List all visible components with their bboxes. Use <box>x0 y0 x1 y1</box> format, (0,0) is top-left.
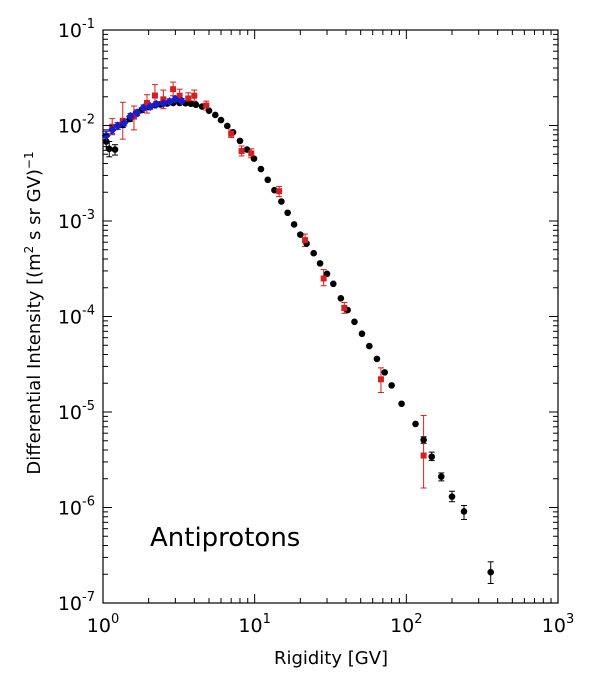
data-point-black <box>310 249 317 257</box>
y-tick-label: 10-5 <box>58 399 95 424</box>
data-point-black <box>448 493 456 500</box>
axis-ticks-layer <box>102 30 558 604</box>
data-point-black <box>250 155 258 162</box>
data-point-black <box>337 295 345 302</box>
data-point-black <box>412 420 419 428</box>
data-point-blue <box>139 103 149 113</box>
data-point-black <box>487 568 495 576</box>
data-point-black <box>398 400 405 408</box>
data-point-blue <box>177 96 187 106</box>
data-point-red <box>185 95 192 102</box>
y-axis-label-part2: s sr GV) <box>24 169 45 246</box>
data-point-black <box>330 280 337 288</box>
data-point-blue <box>107 125 117 135</box>
data-point-red <box>191 92 198 99</box>
y-tick-label: 10-7 <box>58 590 95 615</box>
data-point-black <box>271 186 278 194</box>
data-point-black <box>460 508 468 515</box>
data-point-blue <box>113 121 123 131</box>
data-point-black <box>187 100 195 108</box>
data-point-black <box>323 270 331 278</box>
x-tick-label: 100 <box>87 612 119 637</box>
data-point-black <box>316 260 324 267</box>
data-point-black <box>388 382 395 389</box>
plot-frame <box>102 29 559 604</box>
data-point-black <box>236 137 244 145</box>
tick-labels-layer: 100 101 102 103 10-7 10-6 10-5 10-4 10-3 10-2 10-1 <box>58 17 574 637</box>
data-point-black <box>437 473 445 481</box>
x-tick-label: 101 <box>238 612 270 637</box>
error-bars-layer <box>103 81 494 585</box>
data-point-red <box>143 100 150 107</box>
data-point-black <box>351 318 358 326</box>
data-point-blue <box>151 99 161 109</box>
data-point-black <box>205 107 213 114</box>
y-tick-label: 10-4 <box>58 304 95 329</box>
data-point-black <box>366 342 373 350</box>
data-point-red <box>203 102 210 109</box>
y-tick-label: 10-2 <box>58 113 95 138</box>
data-point-red <box>238 148 245 155</box>
data-point-red <box>302 237 309 244</box>
y-axis-label-part1: Differential Intensity [(m <box>24 253 45 474</box>
y-tick-label: 10-3 <box>58 208 95 233</box>
data-point-red <box>320 275 327 282</box>
data-point-black <box>278 198 285 205</box>
data-point-black <box>297 231 304 238</box>
data-point-black <box>211 111 219 119</box>
data-point-red <box>276 188 283 195</box>
data-point-black <box>217 116 225 124</box>
data-point-red <box>377 376 384 383</box>
data-point-red <box>170 86 177 93</box>
data-point-red <box>176 92 183 99</box>
data-point-red <box>151 92 158 99</box>
data-point-black <box>290 221 298 228</box>
data-point-black <box>257 165 265 173</box>
y-tick-label: 10-1 <box>58 17 95 42</box>
y-axis-label-sup1: −1 <box>22 151 36 169</box>
data-point-black <box>264 176 272 184</box>
data-point-blue <box>101 131 111 141</box>
data-point-black <box>420 436 427 444</box>
x-tick-label: 102 <box>390 612 422 637</box>
data-point-black <box>284 209 291 217</box>
data-point-red <box>341 304 348 311</box>
data-point-black <box>358 330 366 338</box>
x-axis-label: Rigidity [GV] <box>274 648 388 669</box>
x-tick-label: 103 <box>542 612 574 637</box>
y-axis-label: Differential Intensity [(m2 s sr GV)−1 <box>22 151 45 474</box>
data-point-red <box>228 130 235 137</box>
data-point-blue <box>132 108 142 118</box>
data-point-black <box>373 355 381 363</box>
data-point-black <box>381 369 388 376</box>
data-point-black <box>223 122 231 130</box>
data-point-black <box>192 101 200 109</box>
markers-layer <box>101 86 495 576</box>
y-axis-label-sup2: 2 <box>22 246 36 254</box>
data-point-blue <box>126 111 136 121</box>
data-point-red <box>420 452 427 459</box>
data-point-black <box>111 146 119 153</box>
data-point-black <box>428 453 436 461</box>
y-tick-label: 10-6 <box>58 495 95 520</box>
data-point-blue <box>119 118 129 128</box>
antiprotons-annotation: Antiprotons <box>150 523 300 553</box>
data-point-red <box>248 150 255 157</box>
